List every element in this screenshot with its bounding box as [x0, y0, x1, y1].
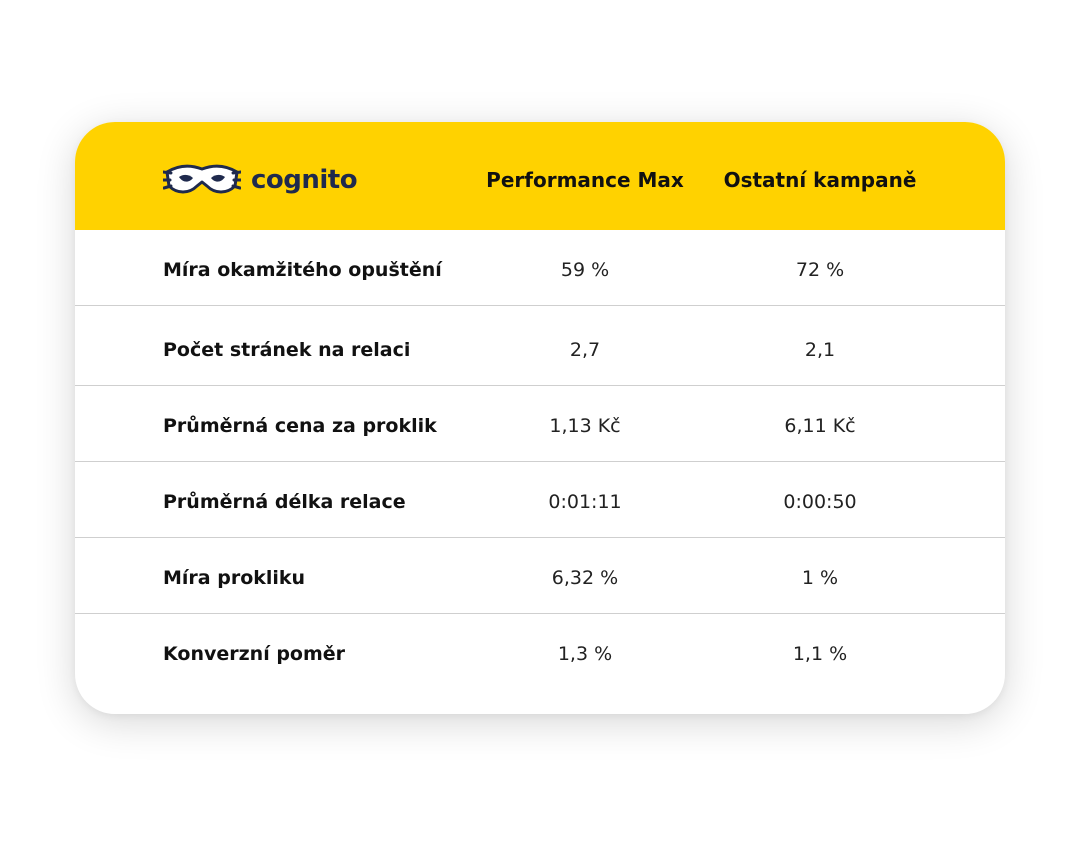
- row-label: Počet stránek na relaci: [163, 339, 411, 361]
- row-divider: [75, 613, 1005, 614]
- table-header: cognito Performance Max Ostatní kampaně: [75, 122, 1005, 230]
- row-label: Míra prokliku: [163, 567, 306, 589]
- row-divider: [75, 537, 1005, 538]
- row-label: Míra okamžitého opuštění: [163, 259, 442, 281]
- column-header-performance-max: Performance Max: [486, 168, 684, 192]
- performance-max-value: 0:01:11: [548, 491, 622, 513]
- table-row: Konverzní poměr 1,3 % 1,1 %: [75, 614, 1005, 690]
- table-row: Průměrná délka relace 0:01:11 0:00:50: [75, 462, 1005, 538]
- other-campaigns-value: 0:00:50: [783, 491, 857, 513]
- row-divider: [75, 385, 1005, 386]
- row-label: Konverzní poměr: [163, 643, 346, 665]
- performance-max-value: 1,3 %: [557, 643, 613, 665]
- other-campaigns-value: 1,1 %: [792, 643, 848, 665]
- row-label: Průměrná cena za proklik: [163, 415, 437, 437]
- other-campaigns-value: 72 %: [795, 259, 845, 281]
- table-row: Průměrná cena za proklik 1,13 Kč 6,11 Kč: [75, 386, 1005, 462]
- column-header-other-campaigns: Ostatní kampaně: [723, 168, 917, 192]
- row-label: Průměrná délka relace: [163, 491, 406, 513]
- brand-name: cognito: [251, 165, 358, 195]
- other-campaigns-value: 2,1: [804, 339, 836, 361]
- table-row: Míra okamžitého opuštění 59 % 72 %: [75, 230, 1005, 306]
- brand-logo: cognito: [163, 160, 358, 200]
- performance-max-value: 2,7: [569, 339, 601, 361]
- row-divider: [75, 305, 1005, 306]
- other-campaigns-value: 6,11 Kč: [784, 415, 856, 437]
- table-row: Míra prokliku 6,32 % 1 %: [75, 538, 1005, 614]
- performance-max-value: 6,32 %: [551, 567, 619, 589]
- other-campaigns-value: 1 %: [801, 567, 839, 589]
- table-row: Počet stránek na relaci 2,7 2,1: [75, 310, 1005, 386]
- mask-icon: [163, 164, 241, 194]
- performance-max-value: 1,13 Kč: [549, 415, 621, 437]
- row-divider: [75, 461, 1005, 462]
- performance-max-value: 59 %: [560, 259, 610, 281]
- comparison-card: cognito Performance Max Ostatní kampaně …: [75, 122, 1005, 714]
